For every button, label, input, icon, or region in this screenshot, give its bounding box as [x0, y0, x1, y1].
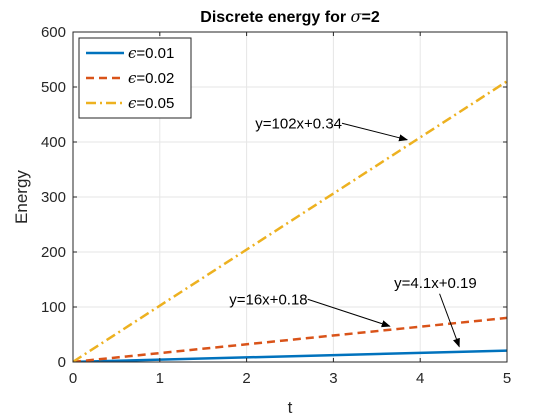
- legend-label-1: ϵ=0.01: [128, 44, 174, 62]
- annotation-label-1: y=102x+0.34: [255, 115, 342, 132]
- y-tick-label: 200: [41, 244, 66, 261]
- epsilon-symbol: ϵ: [128, 94, 137, 112]
- y-tick-label: 500: [41, 79, 66, 96]
- annotations: y=102x+0.34 y=16x+0.18 y=4.1x+0.19: [229, 115, 477, 348]
- x-tick-label: 5: [503, 370, 511, 387]
- annotation-label-2: y=16x+0.18: [229, 291, 307, 308]
- axis-ticks: [72, 31, 508, 363]
- y-tick-label: 300: [41, 189, 66, 206]
- legend-label-3: ϵ=0.05: [128, 94, 174, 112]
- y-tick-label: 100: [41, 299, 66, 316]
- y-tick-label: 400: [41, 134, 66, 151]
- chart-title: Discrete energy for σ=2: [200, 7, 380, 26]
- epsilon-symbol: ϵ: [128, 69, 137, 87]
- x-tick-label: 0: [69, 370, 77, 387]
- x-tick-label: 4: [416, 370, 424, 387]
- y-axis-label: Energy: [12, 170, 31, 224]
- series-line-3: [73, 80, 507, 362]
- tick-labels: 0 1 2 3 4 5 0 100 200 300 400 500 600: [41, 24, 511, 387]
- y-tick-label: 600: [41, 24, 66, 41]
- annotation-arrow-3: [439, 293, 460, 348]
- series-line-2: [73, 316, 507, 362]
- legend-value: =0.02: [136, 70, 174, 87]
- legend-box: [78, 37, 192, 119]
- sigma-symbol: σ: [351, 7, 363, 26]
- annotation-arrow-1: [341, 122, 409, 142]
- series-layer: [73, 80, 507, 362]
- legend: ϵ=0.01ϵ=0.02ϵ=0.05: [78, 37, 192, 119]
- x-axis-label: t: [288, 398, 293, 417]
- series-line-1: [73, 349, 507, 362]
- legend-value: =0.05: [136, 95, 174, 112]
- legend-value: =0.01: [136, 45, 174, 62]
- x-tick-label: 3: [329, 370, 337, 387]
- x-tick-label: 2: [242, 370, 250, 387]
- annotation-arrow-2: [307, 298, 391, 328]
- annotation-label-3: y=4.1x+0.19: [394, 275, 477, 292]
- legend-label-2: ϵ=0.02: [128, 69, 174, 87]
- x-tick-label: 1: [156, 370, 164, 387]
- epsilon-symbol: ϵ: [128, 44, 137, 62]
- y-tick-label: 0: [58, 354, 66, 371]
